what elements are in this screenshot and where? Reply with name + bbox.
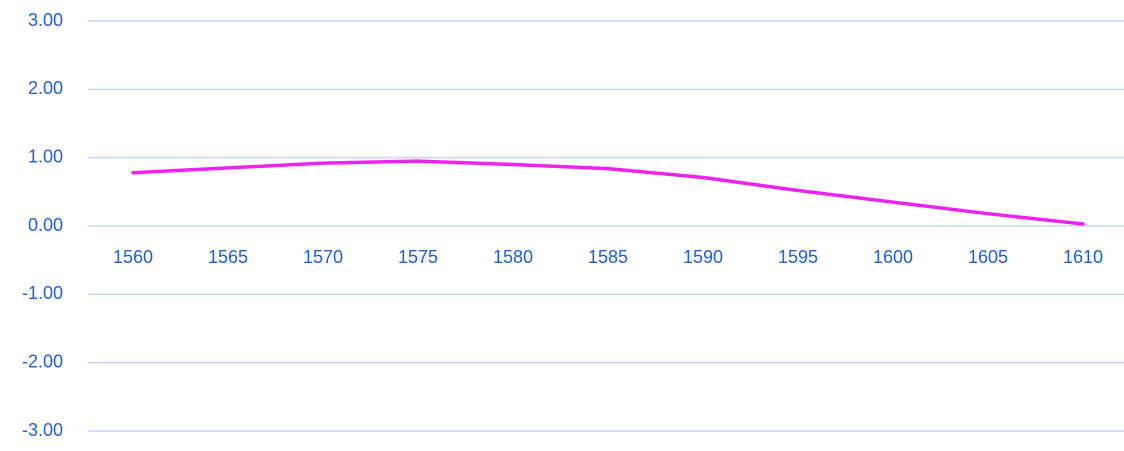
- x-tick-label: 1580: [493, 247, 533, 267]
- y-tick-label: 3.00: [28, 10, 63, 30]
- y-tick-label: 2.00: [28, 78, 63, 98]
- x-tick-label: 1610: [1063, 247, 1103, 267]
- y-tick-label: -2.00: [22, 351, 63, 371]
- x-tick-label: 1600: [873, 247, 913, 267]
- y-tick-label: -3.00: [22, 420, 63, 440]
- x-tick-label: 1560: [113, 247, 153, 267]
- x-tick-label: 1575: [398, 247, 438, 267]
- x-tick-label: 1585: [588, 247, 628, 267]
- x-tick-label: 1590: [683, 247, 723, 267]
- line: [131, 159, 1085, 226]
- y-tick-label: 0.00: [28, 215, 63, 235]
- x-tick-label: 1595: [778, 247, 818, 267]
- x-tick-label: 1570: [303, 247, 343, 267]
- x-tick-label: 1605: [968, 247, 1008, 267]
- y-tick-label: -1.00: [22, 283, 63, 303]
- y-tick-label: 1.00: [28, 146, 63, 166]
- x-tick-label: 1565: [208, 247, 248, 267]
